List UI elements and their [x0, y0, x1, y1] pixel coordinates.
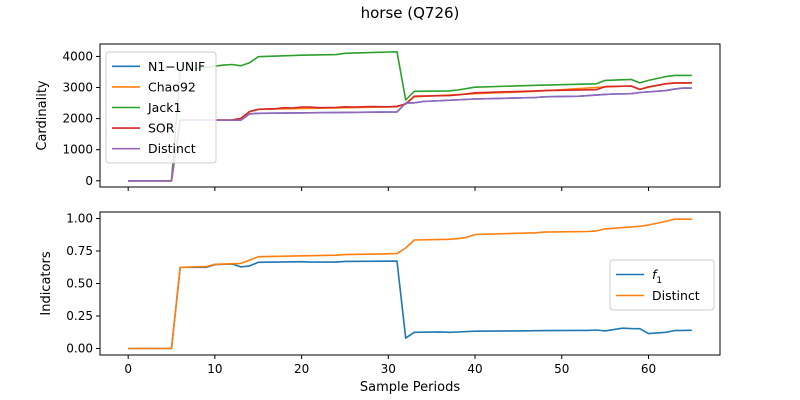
y-tick-label: 1000 — [62, 143, 93, 157]
figure-title: horse (Q726) — [361, 4, 460, 22]
cardinality-y-axis-label: Cardinality — [35, 80, 50, 151]
series-line-distinct — [128, 218, 692, 350]
legend-box — [609, 259, 715, 311]
series-line-sor — [128, 82, 692, 182]
legend-entry: Chao92 — [148, 79, 196, 94]
indicators-panel: Indicators Sample Periods 0 10 20 30 40 50 600… — [39, 211, 721, 395]
y-tick-label: 0.00 — [66, 342, 93, 356]
x-tick-label: 10 — [207, 362, 222, 376]
series-line-distinct — [128, 87, 692, 182]
indicators-series-lines — [128, 218, 692, 350]
y-tick-label: 0 — [85, 174, 93, 188]
y-tick-label: 4000 — [62, 49, 93, 63]
x-tick-label: 60 — [641, 362, 656, 376]
indicators-ticks: 0 10 20 30 40 50 60 0.00 0.25 0.50 0.75 1.00 — [66, 212, 656, 377]
indicators-legend: f1 Distinct — [609, 259, 715, 311]
y-tick-label: 0.75 — [66, 244, 93, 258]
legend-entry: N1−UNIF — [148, 59, 205, 74]
y-tick-label: 0.50 — [66, 277, 93, 291]
cardinality-panel: Cardinality 0 1000 2000 3000 4000 N1−UNIF Cha… — [35, 43, 721, 191]
indicators-plot-frame — [99, 211, 721, 356]
legend-entry: SOR — [148, 121, 175, 136]
legend-entry: f1 — [652, 267, 662, 286]
legend-entry: Distinct — [148, 141, 196, 156]
x-tick-label: 50 — [554, 362, 569, 376]
legend-entry: Distinct — [652, 288, 700, 303]
cardinality-series-lines — [128, 50, 692, 182]
cardinality-plot-frame — [99, 43, 721, 188]
cardinality-ticks: 0 1000 2000 3000 4000 — [62, 49, 649, 191]
cardinality-legend: N1−UNIF Chao92 Jack1 SOR Distinct — [105, 51, 217, 164]
y-tick-label: 3000 — [62, 81, 93, 95]
x-tick-label: 20 — [294, 362, 309, 376]
y-tick-label: 2000 — [62, 112, 93, 126]
y-tick-label: 1.00 — [66, 212, 93, 226]
series-line-jack1 — [128, 50, 692, 182]
legend-box — [105, 51, 217, 164]
indicators-y-axis-label: Indicators — [39, 251, 54, 315]
x-tick-label: 0 — [124, 362, 132, 376]
x-tick-label: 40 — [467, 362, 482, 376]
x-axis-label: Sample Periods — [360, 380, 460, 395]
x-tick-label: 30 — [381, 362, 396, 376]
legend-entry: Jack1 — [147, 100, 181, 115]
y-tick-label: 0.25 — [66, 309, 93, 323]
series-line-f1 — [128, 260, 692, 350]
